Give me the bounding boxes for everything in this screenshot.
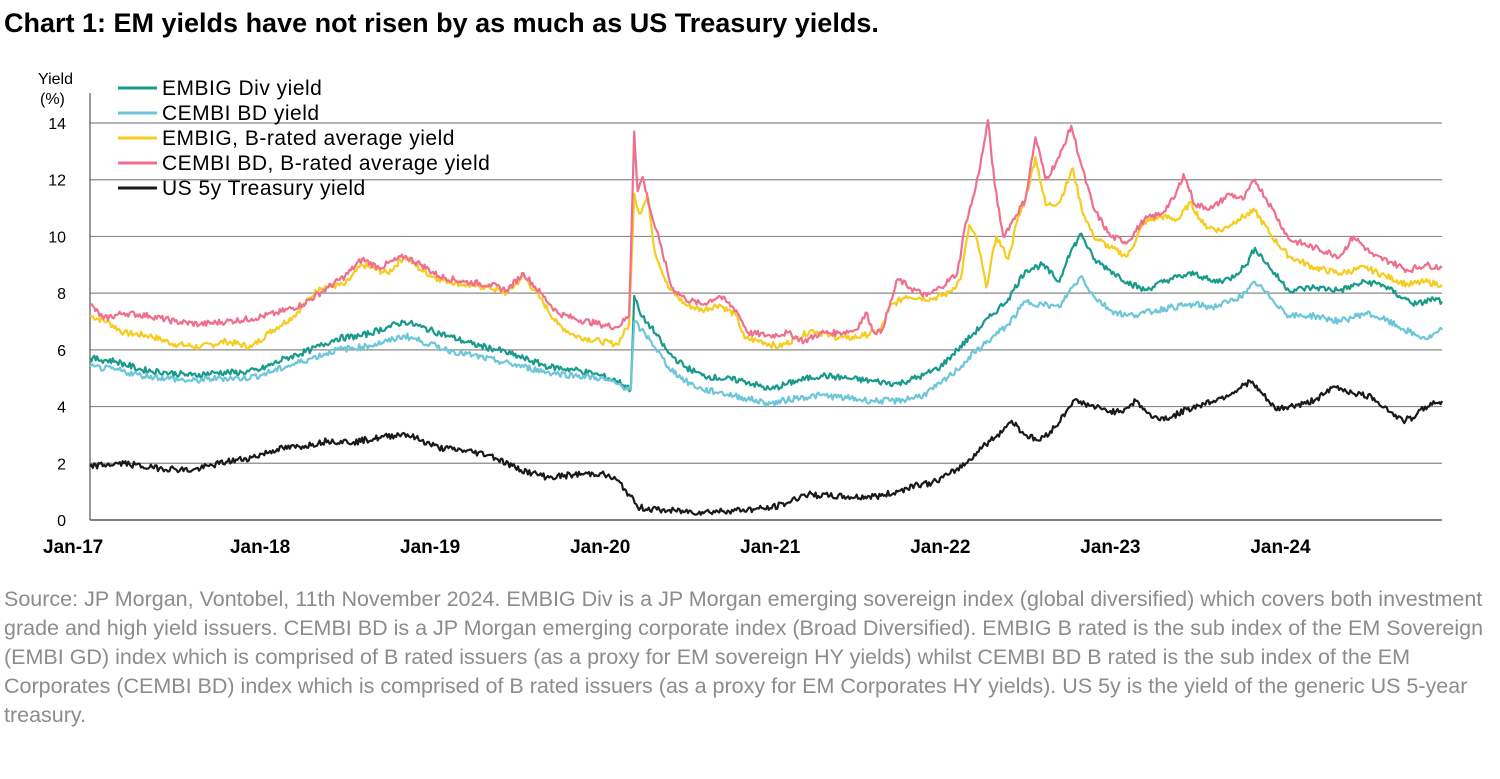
legend-entry: CEMBI BD yield (162, 102, 320, 125)
source-note: Source: JP Morgan, Vontobel, 11th Novemb… (4, 587, 1484, 727)
chart-area: 0 2 4 6 8 10 12 14 Yield (%) Jan-17 Jan-18 Jan-19… (38, 71, 1444, 558)
series-line (89, 379, 1444, 516)
y-tick-label: 8 (57, 286, 66, 303)
y-tick-label: 4 (57, 400, 66, 417)
x-tick-label: Jan-18 (230, 537, 290, 558)
x-tick-label: Jan-24 (1250, 537, 1311, 558)
legend-entry: CEMBI BD, B-rated average yield (162, 152, 490, 175)
x-tick-label: Jan-23 (1080, 537, 1140, 558)
series-line (89, 232, 1443, 393)
x-tick-label: Jan-17 (43, 537, 103, 558)
y-axis-label-unit: (%) (40, 91, 65, 108)
legend-entry: EMBIG, B-rated average yield (162, 127, 455, 150)
y-axis-label-yield: Yield (38, 71, 73, 88)
series-lines (89, 119, 1444, 516)
chart-title: Chart 1: EM yields have not risen by as … (4, 8, 879, 38)
y-tick-label: 10 (48, 229, 66, 246)
series-line (89, 275, 1443, 408)
series-line (89, 155, 1443, 351)
legend-entry: US 5y Treasury yield (162, 177, 366, 200)
legend-entry: EMBIG Div yield (162, 77, 322, 100)
x-tick-label: Jan-21 (740, 537, 801, 558)
y-tick-label: 12 (48, 173, 66, 190)
y-axis: 0 2 4 6 8 10 12 14 (48, 116, 66, 530)
y-tick-label: 6 (57, 343, 66, 360)
y-tick-label: 0 (57, 513, 66, 530)
x-tick-label: Jan-19 (400, 537, 460, 558)
y-tick-label: 2 (57, 456, 66, 473)
x-axis: Jan-17 Jan-18 Jan-19 Jan-20 Jan-21 Jan-22 Jan-… (43, 537, 1311, 558)
series-line (89, 119, 1443, 345)
y-tick-label: 14 (48, 116, 66, 133)
x-tick-label: Jan-22 (910, 537, 970, 558)
x-tick-label: Jan-20 (570, 537, 630, 558)
